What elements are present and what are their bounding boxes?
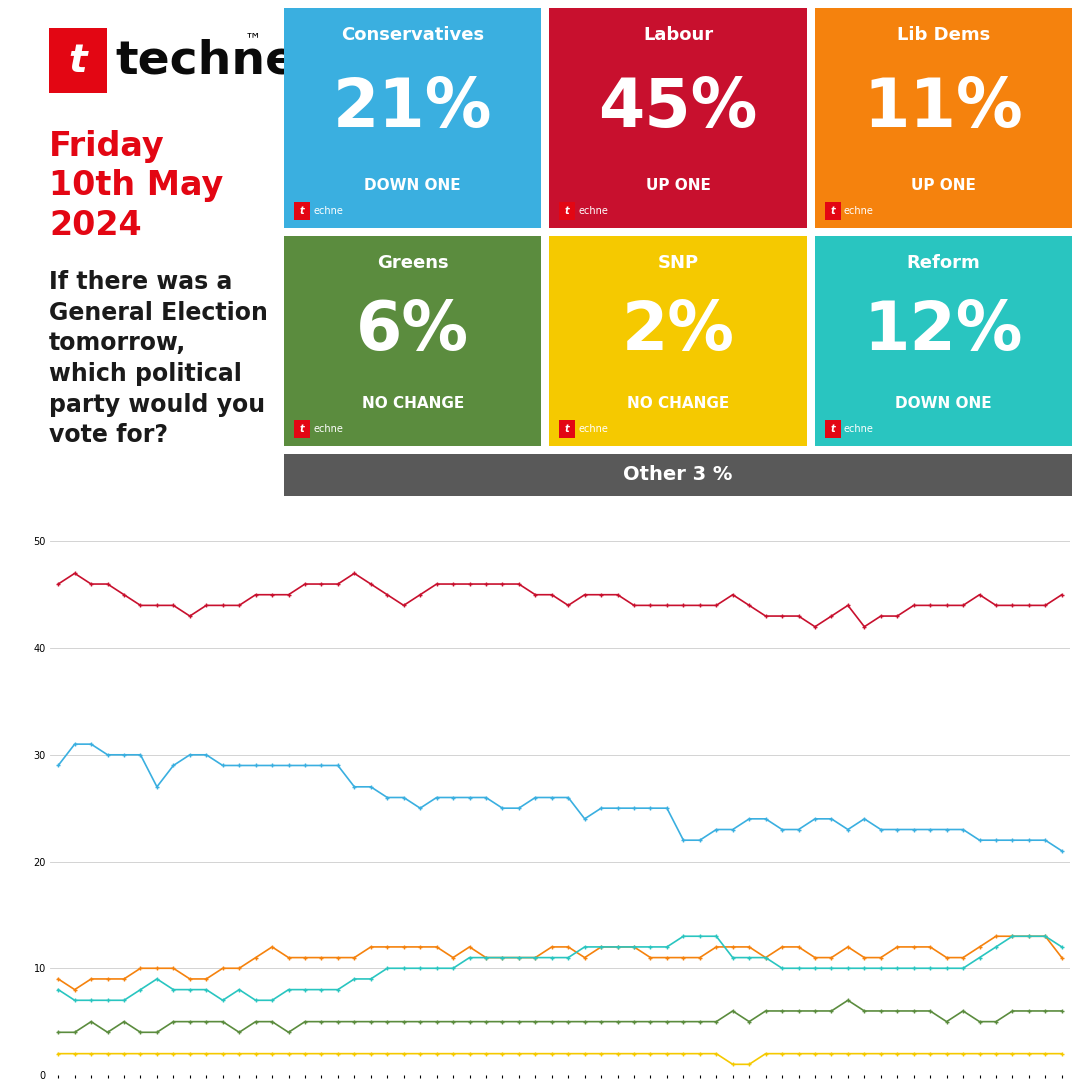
Text: Other 3 %: Other 3 % — [623, 465, 732, 485]
Text: Reform: Reform — [906, 254, 981, 272]
Bar — [814, 8, 1072, 228]
Text: echne: echne — [578, 424, 608, 434]
Text: t: t — [565, 206, 569, 216]
Text: NO CHANGE: NO CHANGE — [626, 396, 729, 411]
Bar — [550, 237, 807, 446]
Text: 6%: 6% — [356, 298, 469, 364]
Text: 45%: 45% — [598, 75, 758, 141]
Text: Friday
10th May
2024: Friday 10th May 2024 — [49, 130, 224, 242]
Text: SNP: SNP — [658, 254, 699, 272]
Text: 2%: 2% — [621, 298, 734, 364]
Text: 11%: 11% — [863, 75, 1023, 141]
Text: t: t — [565, 424, 569, 434]
Bar — [825, 202, 840, 220]
Text: echne: echne — [313, 424, 342, 434]
Text: techne: techne — [114, 38, 297, 83]
Bar — [550, 8, 807, 228]
Text: UP ONE: UP ONE — [910, 178, 975, 193]
Text: 12%: 12% — [864, 298, 1023, 364]
Text: UP ONE: UP ONE — [646, 178, 711, 193]
Text: ™: ™ — [245, 30, 261, 48]
Text: echne: echne — [578, 206, 608, 216]
Bar — [294, 420, 310, 438]
Bar — [825, 420, 840, 438]
Bar — [294, 202, 310, 220]
Text: If there was a
General Election
tomorrow,
which political
party would you
vote f: If there was a General Election tomorrow… — [49, 270, 268, 447]
Text: Conservatives: Conservatives — [341, 26, 484, 44]
Bar — [559, 202, 576, 220]
Text: t: t — [299, 424, 305, 434]
Text: DOWN ONE: DOWN ONE — [364, 178, 461, 193]
Text: echne: echne — [313, 206, 342, 216]
Text: Labour: Labour — [643, 26, 713, 44]
Bar — [814, 237, 1072, 446]
Bar — [49, 28, 107, 93]
Bar — [284, 454, 1072, 496]
Text: Greens: Greens — [377, 254, 448, 272]
Text: t: t — [299, 206, 305, 216]
Text: t: t — [831, 206, 835, 216]
Text: echne: echne — [843, 424, 874, 434]
Text: t: t — [69, 41, 87, 80]
Bar — [559, 420, 576, 438]
Text: echne: echne — [843, 206, 874, 216]
Bar — [284, 237, 541, 446]
Text: DOWN ONE: DOWN ONE — [895, 396, 991, 411]
Text: Lib Dems: Lib Dems — [896, 26, 990, 44]
Text: NO CHANGE: NO CHANGE — [362, 396, 463, 411]
Text: 21%: 21% — [333, 75, 492, 141]
Text: t: t — [831, 424, 835, 434]
Bar — [284, 8, 541, 228]
